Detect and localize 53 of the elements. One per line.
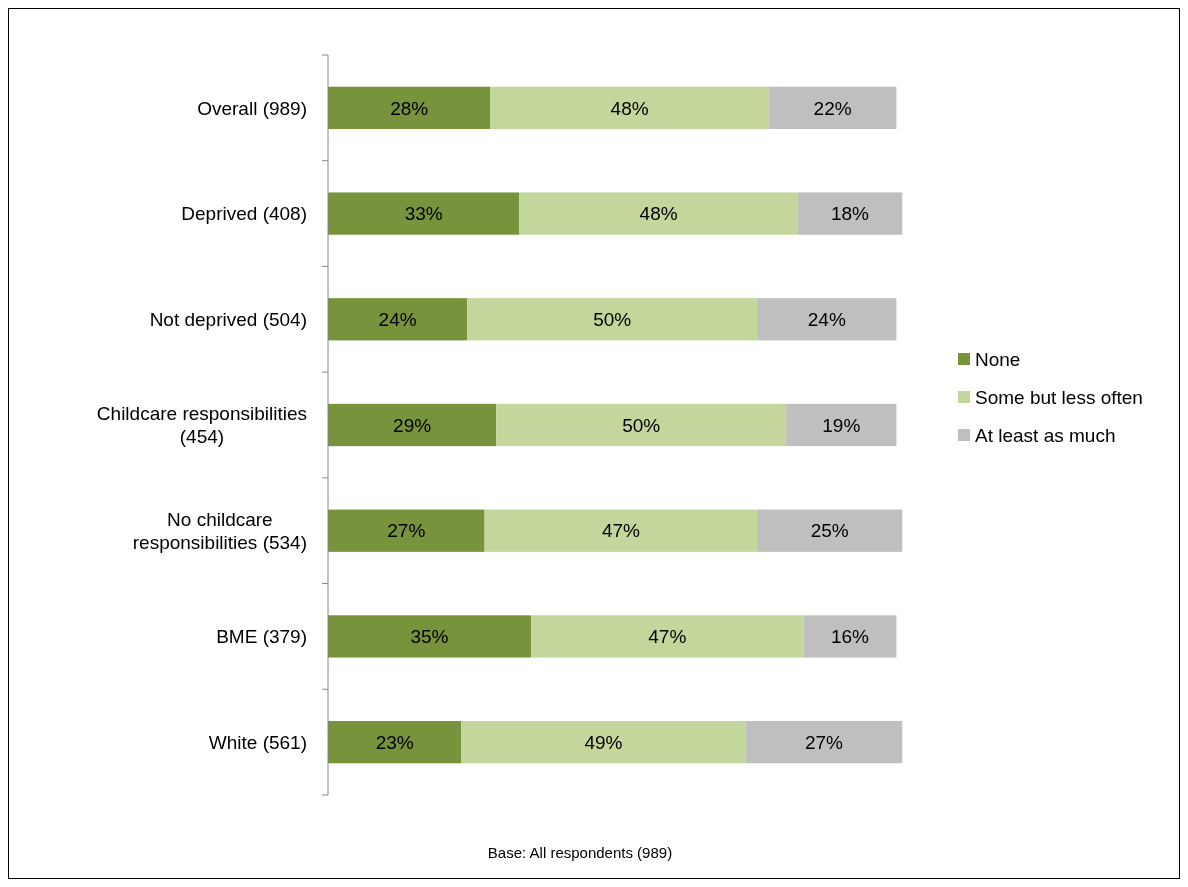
data-label: 33%: [404, 203, 443, 225]
data-label: 49%: [584, 731, 623, 753]
bar: [803, 615, 897, 658]
bar: [531, 615, 804, 658]
y-tick-label: White (561): [208, 731, 307, 753]
bar: [328, 509, 485, 552]
y-tick-label: Overall (989): [197, 97, 308, 119]
data-label: 47%: [648, 626, 687, 648]
data-label: 50%: [593, 308, 632, 330]
bar: [328, 615, 531, 658]
data-label: 25%: [810, 520, 849, 542]
data-label: 48%: [610, 97, 649, 119]
data-label: 47%: [601, 520, 641, 542]
bar: [496, 403, 787, 447]
data-label: 50%: [622, 414, 661, 436]
data-label: 16%: [830, 626, 870, 648]
data-label: 28%: [390, 97, 429, 119]
data-label: 35%: [410, 626, 449, 648]
bar: [768, 86, 897, 129]
y-tick-label: Not deprived (504): [149, 308, 308, 330]
data-label: 48%: [639, 203, 678, 225]
data-label: 19%: [822, 414, 861, 436]
bar: [786, 403, 897, 447]
bar: [757, 509, 903, 552]
bar: [467, 298, 758, 341]
y-tick-label: No childcare responsibilities (534): [132, 508, 307, 553]
legend-label: At least as much: [975, 424, 1116, 446]
data-label: 27%: [387, 520, 426, 542]
data-label: 29%: [393, 414, 432, 436]
bar: [328, 86, 491, 129]
data-label: 18%: [830, 203, 870, 225]
text: Base: All respondents (989): [487, 844, 673, 862]
legend-label: Some but less often: [975, 386, 1143, 408]
legend-label: None: [975, 348, 1021, 370]
bar: [461, 721, 746, 764]
data-label: 22%: [813, 97, 852, 119]
bar: [328, 403, 497, 447]
y-tick-label: Deprived (408): [181, 203, 307, 225]
bar: [797, 192, 903, 235]
bar: [519, 192, 798, 235]
bar: [328, 192, 520, 235]
y-tick-label: BME (379): [216, 626, 307, 648]
bar: [328, 298, 468, 341]
data-label: 23%: [375, 731, 414, 753]
data-label: 27%: [804, 731, 844, 753]
bar: [490, 86, 769, 129]
bar: [484, 509, 758, 552]
bar: [757, 298, 897, 341]
bar: [328, 721, 462, 764]
data-label: 24%: [378, 308, 417, 330]
bar: [745, 721, 903, 764]
y-tick-label: Childcare responsibilities (454): [96, 403, 307, 448]
data-label: 24%: [807, 308, 846, 330]
